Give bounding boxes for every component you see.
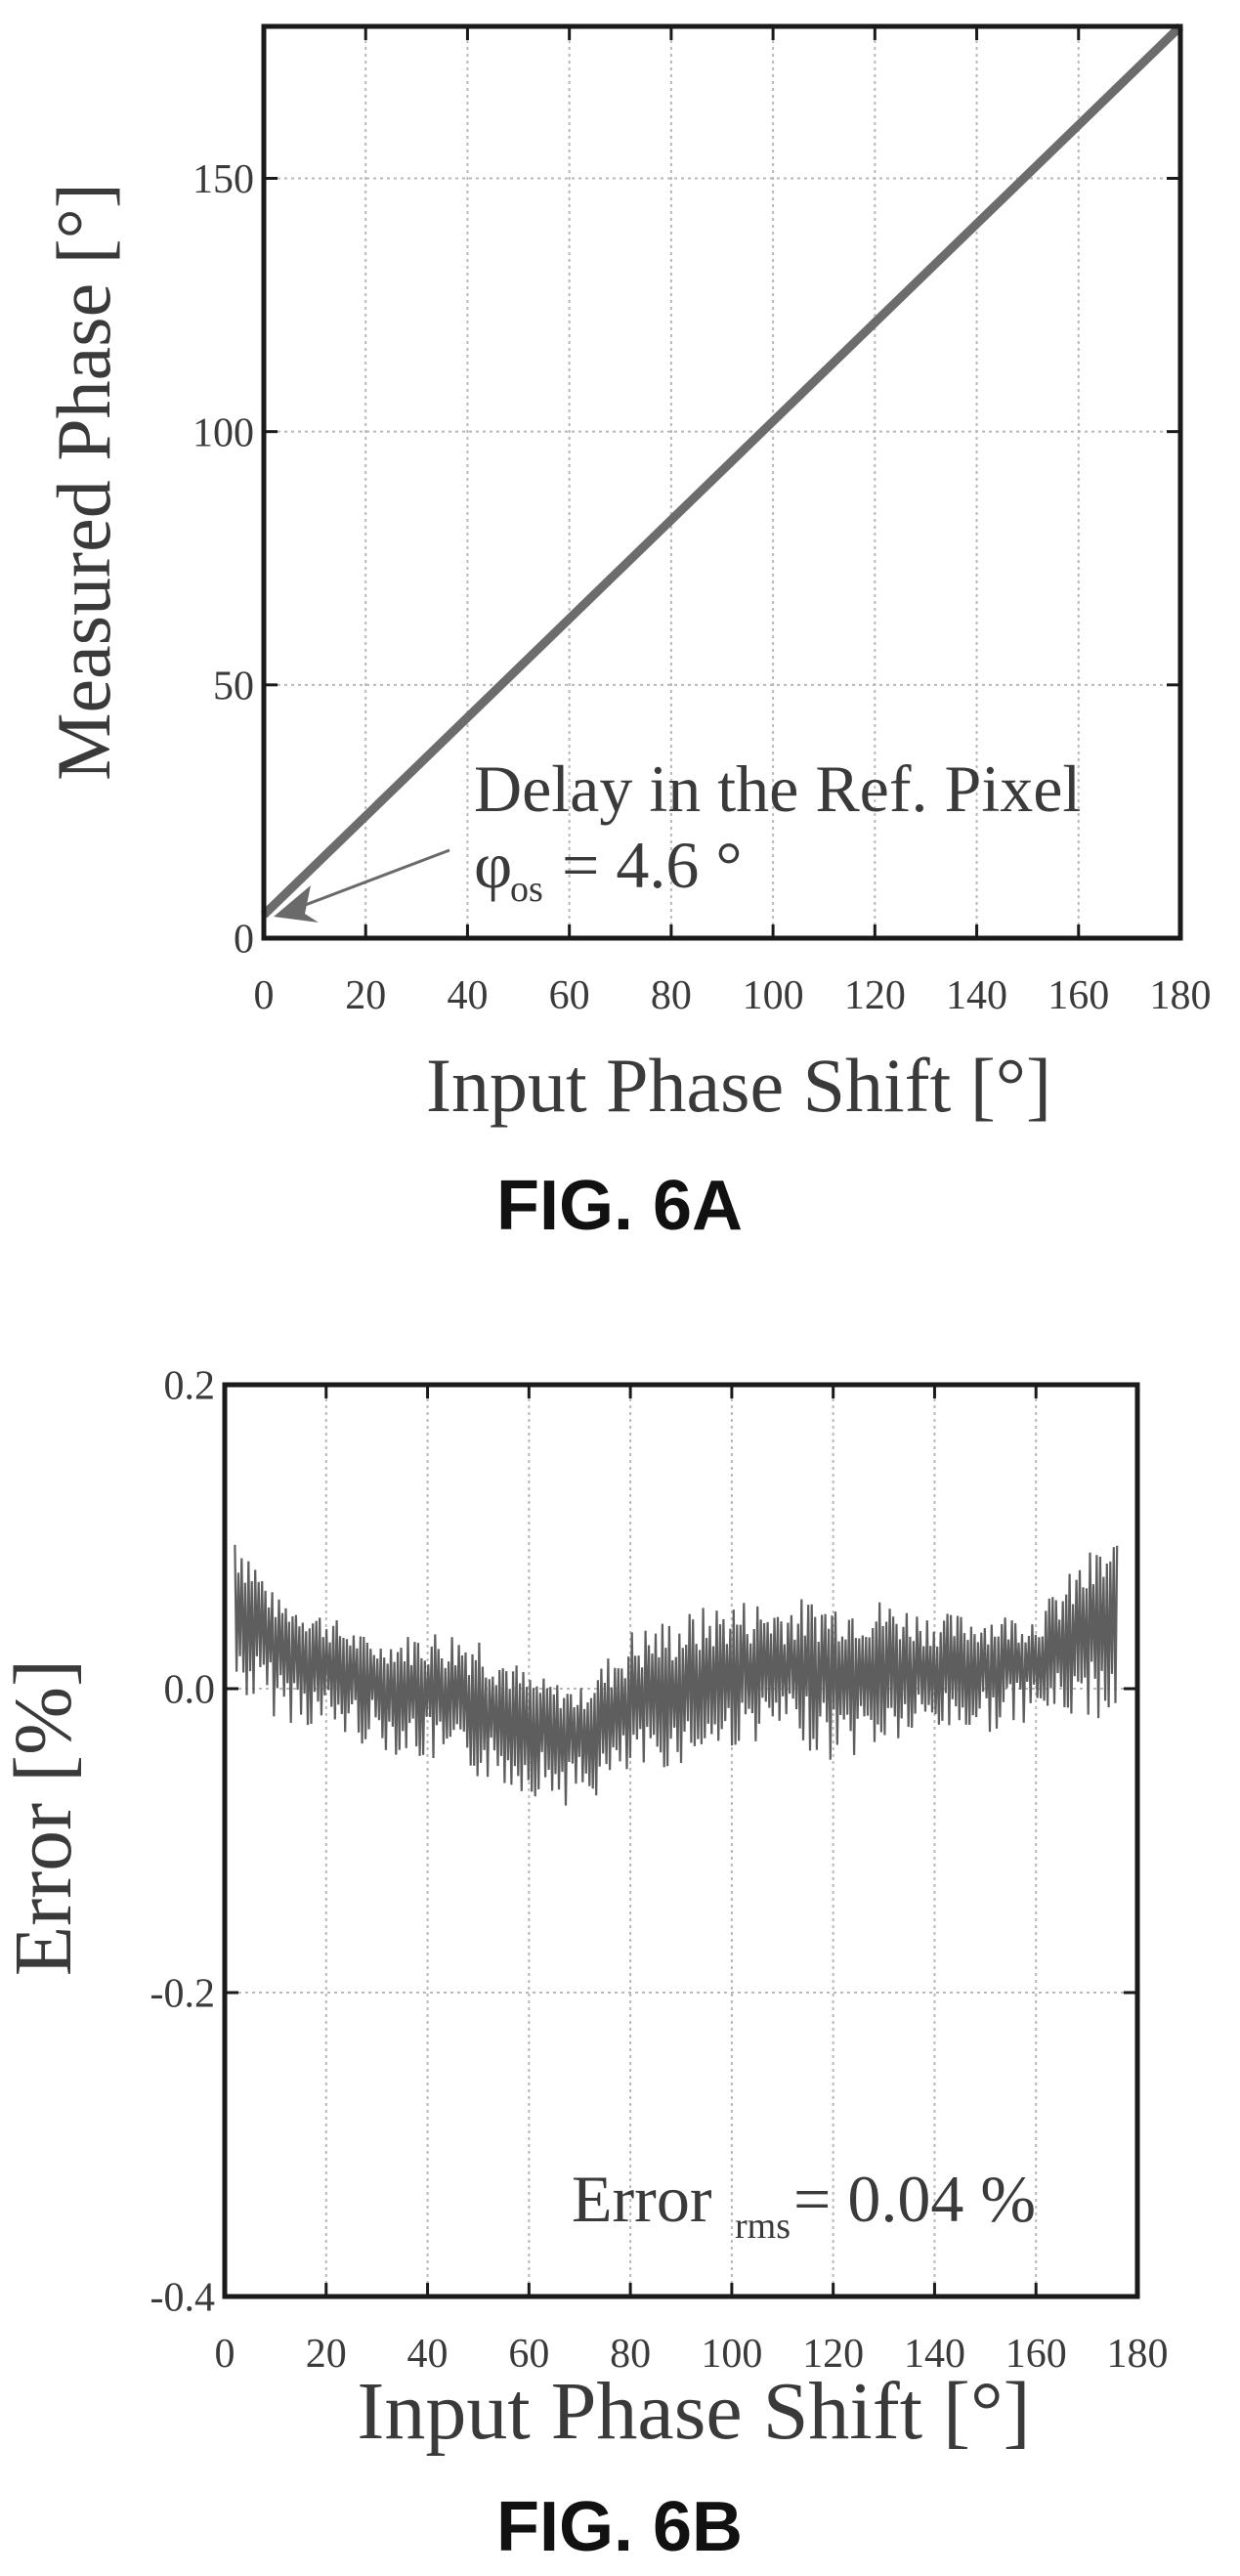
- annotation-6b: Error rms = 0.04 %: [572, 2162, 1036, 2247]
- error-rms-subscript: rms: [735, 2206, 791, 2247]
- series-6b: [234, 1544, 1119, 1806]
- x-tick-label: 0: [254, 973, 275, 1018]
- y-tick-label: 150: [192, 157, 254, 202]
- x-tick-label: 40: [407, 2332, 449, 2377]
- figure-caption-6b: FIG. 6B: [496, 2488, 743, 2566]
- x-tick-label: 60: [508, 2332, 549, 2377]
- y-ticks-6b: -0.4 -0.2 0.0 0.2: [150, 1364, 1137, 2321]
- y-axis-label-6b: Error [%]: [0, 1659, 89, 1976]
- phi-symbol: φ: [474, 828, 512, 902]
- measured-phase-line: [260, 22, 1184, 919]
- phi-value: = 4.6 °: [562, 828, 743, 902]
- plot-frame-6b: [222, 1382, 1140, 2299]
- y-tick-label: 100: [192, 410, 254, 455]
- y-tick-label: 0: [234, 918, 254, 963]
- y-tick-label: -0.4: [150, 2276, 216, 2321]
- x-tick-label: 120: [802, 2332, 864, 2377]
- x-tick-label: 140: [946, 973, 1007, 1018]
- x-ticks-6b: 0 20 40 60 80 100 120 140 160 180: [215, 1385, 1169, 2377]
- y-axis-label-6a: Measured Phase [°]: [41, 183, 126, 781]
- x-axis-label-6b: Input Phase Shift [°]: [357, 2366, 1030, 2457]
- phi-subscript: os: [510, 869, 543, 910]
- grid-6b: [224, 1384, 1138, 2297]
- x-tick-label: 20: [345, 973, 386, 1018]
- x-tick-label: 60: [549, 973, 590, 1018]
- x-tick-label: 180: [1150, 973, 1212, 1018]
- x-tick-label: 40: [447, 973, 488, 1018]
- x-tick-label: 160: [1048, 973, 1109, 1018]
- series-6a: [260, 22, 1184, 919]
- x-tick-label: 160: [1005, 2332, 1067, 2377]
- y-ticks-6a: 0 50 100 150: [192, 157, 1180, 963]
- error-rms-value: = 0.04 %: [793, 2162, 1036, 2236]
- x-tick-label: 100: [701, 2332, 762, 2377]
- x-tick-label: 180: [1107, 2332, 1169, 2377]
- error-rms-main: Error: [572, 2162, 712, 2236]
- x-tick-label: 100: [743, 973, 804, 1018]
- x-tick-label: 0: [215, 2332, 235, 2377]
- x-tick-label: 120: [844, 973, 906, 1018]
- figure-caption-6a: FIG. 6A: [496, 1167, 743, 1245]
- x-axis-label-6a: Input Phase Shift [°]: [426, 1043, 1051, 1128]
- x-ticks-6a: 0 20 40 60 80 100 120 140 160 180: [254, 26, 1212, 1018]
- y-tick-label: 0.0: [164, 1668, 216, 1713]
- annotation-arrow-6a: [274, 848, 450, 923]
- annotation-6a-line2: φ os = 4.6 °: [474, 828, 743, 910]
- y-tick-label: 0.2: [164, 1364, 216, 1409]
- chart-6a: 0 20 40 60 80 100 120 140 160 180 0 50 100 150 Input…: [41, 22, 1212, 1245]
- plot-frame-6a: [261, 23, 1183, 941]
- x-tick-label: 20: [306, 2332, 347, 2377]
- x-tick-label: 140: [904, 2332, 965, 2377]
- x-tick-label: 80: [610, 2332, 651, 2377]
- error-noise-trace: [234, 1544, 1119, 1806]
- y-tick-label: -0.2: [150, 1972, 216, 2017]
- annotation-6a-line1: Delay in the Ref. Pixel: [474, 751, 1081, 826]
- x-tick-label: 80: [651, 973, 692, 1018]
- y-tick-label: 50: [213, 665, 254, 709]
- chart-6b: 0 20 40 60 80 100 120 140 160 180 -0.4-0.20.00.2 …: [0, 1364, 1169, 2566]
